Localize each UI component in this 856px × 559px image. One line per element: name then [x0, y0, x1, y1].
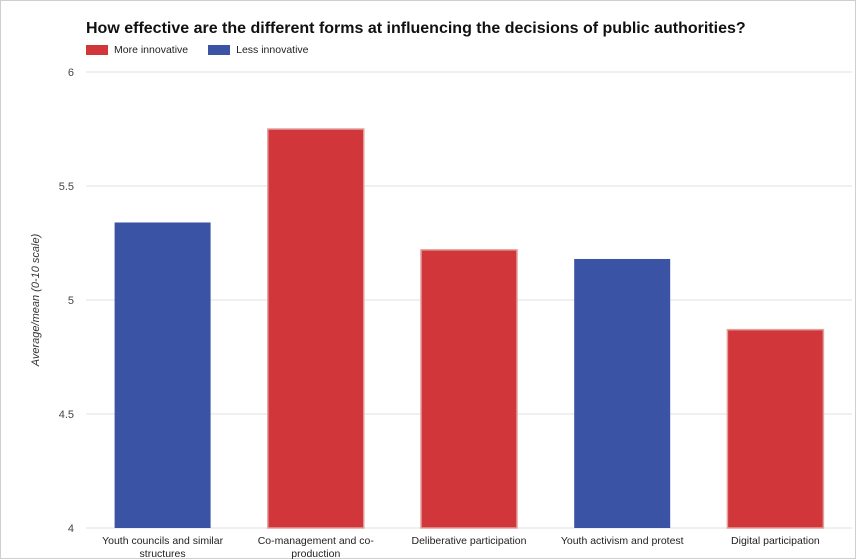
- legend-item-more-innovative: More innovative: [86, 44, 188, 56]
- y-tick-label-3: 5.5: [59, 181, 74, 193]
- x-tick-label-2: Deliberative participation: [412, 535, 527, 547]
- bar-0: [114, 222, 211, 529]
- y-axis-title: Average/mean (0-10 scale): [30, 233, 42, 367]
- legend-label-less-innovative: Less innovative: [236, 44, 309, 56]
- bar-2: [420, 249, 518, 529]
- y-tick-label-2: 5: [68, 295, 74, 307]
- legend-item-less-innovative: Less innovative: [208, 44, 309, 56]
- legend-swatch-more-innovative: [86, 45, 108, 55]
- y-tick-label-1: 4.5: [59, 409, 74, 421]
- x-tick-label-3: Youth activism and protest: [561, 535, 684, 547]
- chart-legend: More innovative Less innovative: [86, 44, 329, 56]
- chart-title: How effective are the different forms at…: [86, 20, 746, 37]
- x-tick-label-1: Co-management and co-production: [258, 535, 375, 559]
- bar-1: [267, 128, 365, 529]
- bar-3: [574, 258, 671, 528]
- bar-4: [726, 328, 825, 529]
- x-tick-label-0: Youth councils and similar structures: [102, 535, 224, 559]
- y-tick-label-4: 6: [68, 67, 74, 79]
- x-tick-label-4: Digital participation: [731, 535, 820, 547]
- legend-label-more-innovative: More innovative: [114, 44, 189, 56]
- y-tick-label-0: 4: [68, 523, 74, 535]
- legend-swatch-less-innovative: [208, 45, 231, 55]
